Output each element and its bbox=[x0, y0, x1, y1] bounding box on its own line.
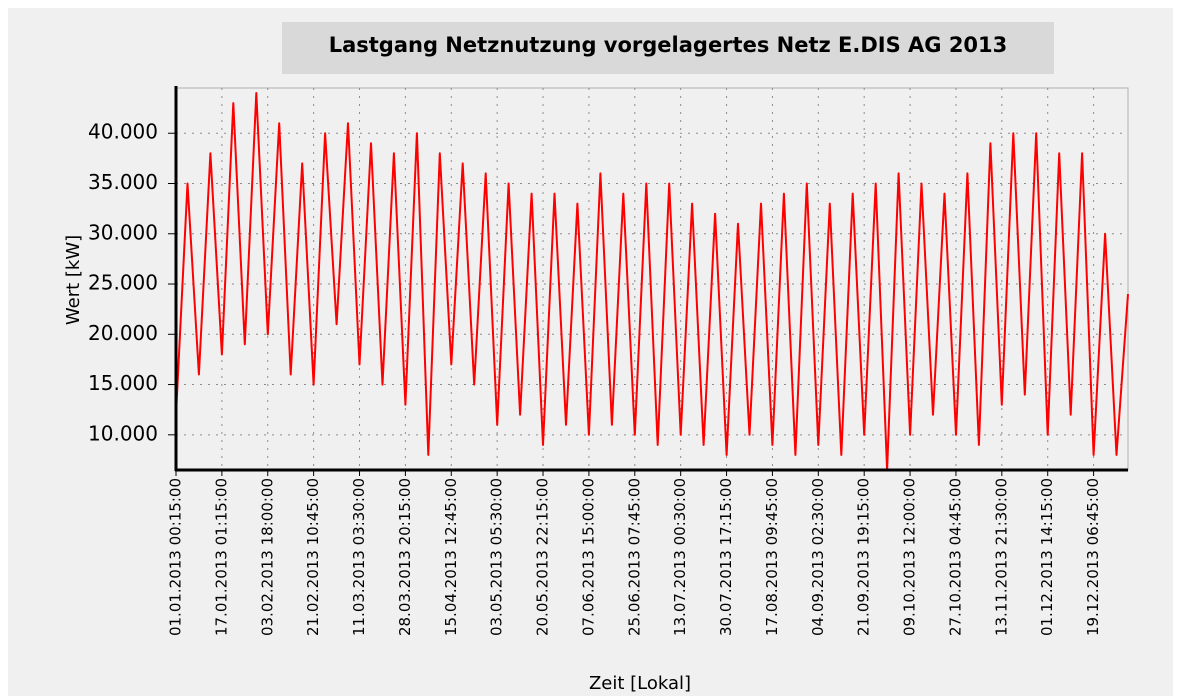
y-axis-label: Wert [kW] bbox=[63, 235, 84, 325]
x-tick-label: 21.09.2013 19:15:00 bbox=[855, 478, 873, 636]
x-tick-label: 17.01.2013 01:15:00 bbox=[212, 478, 230, 636]
x-tick-label: 13.07.2013 00:30:00 bbox=[671, 478, 689, 636]
x-tick-label: 01.12.2013 14:15:00 bbox=[1038, 478, 1056, 636]
x-tick-label: 09.10.2013 12:00:00 bbox=[901, 478, 919, 636]
x-tick-label: 27.10.2013 04:45:00 bbox=[946, 478, 964, 636]
x-tick-label: 17.08.2013 09:45:00 bbox=[763, 478, 781, 636]
x-tick-label: 03.02.2013 18:00:00 bbox=[258, 478, 276, 636]
x-tick-label: 30.07.2013 17:15:00 bbox=[717, 478, 735, 636]
title-box bbox=[282, 22, 1054, 74]
x-tick-label: 11.03.2013 03:30:00 bbox=[350, 478, 368, 636]
y-tick-label: 30.000 bbox=[88, 220, 158, 244]
x-tick-label: 19.12.2013 06:45:00 bbox=[1084, 478, 1102, 636]
y-tick-label: 15.000 bbox=[88, 371, 158, 395]
x-tick-label: 13.11.2013 21:30:00 bbox=[992, 478, 1010, 636]
x-tick-label: 20.05.2013 22:15:00 bbox=[534, 478, 552, 636]
x-tick-label: 15.04.2013 12:45:00 bbox=[442, 478, 460, 636]
x-tick-label: 28.03.2013 20:15:00 bbox=[396, 478, 414, 636]
x-tick-label: 07.06.2013 15:00:00 bbox=[579, 478, 597, 636]
y-tick-label: 25.000 bbox=[88, 271, 158, 295]
y-tick-label: 20.000 bbox=[88, 321, 158, 345]
y-tick-label: 40.000 bbox=[88, 120, 158, 144]
line-series bbox=[175, 92, 1129, 471]
chart-title: Lastgang Netznutzung vorgelagertes Netz … bbox=[329, 33, 1008, 57]
x-tick-label: 21.02.2013 10:45:00 bbox=[304, 478, 322, 636]
x-tick-label: 01.01.2013 00:15:00 bbox=[167, 478, 185, 636]
y-tick-label: 35.000 bbox=[88, 170, 158, 194]
y-tick-label: 10.000 bbox=[88, 421, 158, 445]
x-tick-label: 03.05.2013 05:30:00 bbox=[488, 478, 506, 636]
x-axis-label: Zeit [Lokal] bbox=[589, 673, 691, 694]
labels: 10.000 15.000 20.000 25.000 30.000 35.000 40.0… bbox=[88, 120, 1102, 636]
x-tick-label: 04.09.2013 02:30:00 bbox=[809, 478, 827, 636]
plot bbox=[175, 92, 1129, 471]
x-tick-label: 25.06.2013 07:45:00 bbox=[625, 478, 643, 636]
